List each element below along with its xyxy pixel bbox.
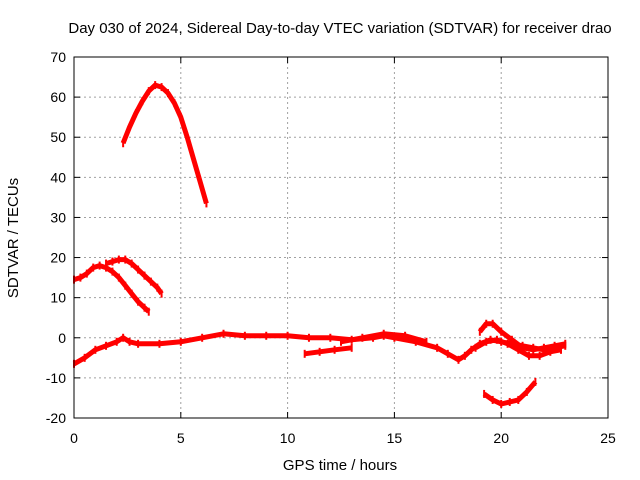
x-tick-label: 5 [177,430,185,446]
series-line-arc-upper [105,257,164,296]
x-tick-label: 20 [493,430,509,446]
y-tick-label: 50 [50,129,66,145]
y-tick-label: -20 [46,410,66,426]
series-line-side-arc-c [477,321,566,353]
x-tick-label: 15 [387,430,403,446]
x-tick-label: 10 [280,430,296,446]
y-tick-label: 40 [50,169,66,185]
grid-layer [74,57,608,418]
tick-layer: 0 5 10 15 20 25 -20 -10 0 10 20 30 40 50 60 70 [46,49,616,446]
x-axis-title: GPS time / hours [283,457,397,474]
y-tick-label: 70 [50,49,66,65]
y-tick-label: 30 [50,209,66,225]
chart-title: Day 030 of 2024, Sidereal Day-to-day VTE… [68,20,611,37]
y-tick-label: 0 [58,330,66,346]
y-tick-label: 20 [50,250,66,266]
x-tick-label: 0 [70,430,78,446]
x-tick-label: 25 [600,430,616,446]
series-line-arc-high-peak [120,82,209,205]
y-axis-title: SDTVAR / TECUs [5,178,22,298]
series-line-side-arc-a [304,345,352,357]
y-tick-label: -10 [46,370,66,386]
series-layer [72,81,567,408]
y-tick-label: 60 [50,89,66,105]
y-tick-label: 10 [50,290,66,306]
plot-frame [73,56,609,419]
